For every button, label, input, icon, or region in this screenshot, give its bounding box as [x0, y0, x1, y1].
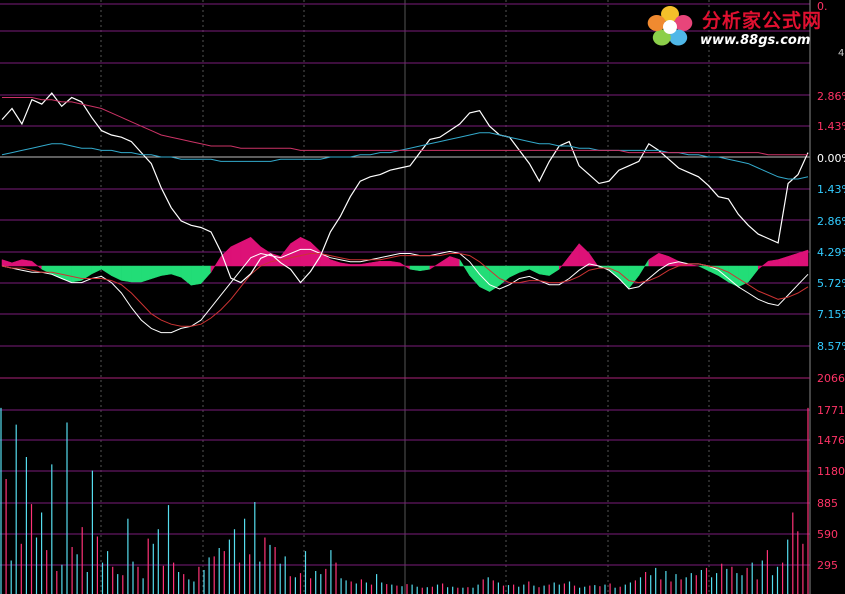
price-axis-label: 2.86%	[817, 90, 845, 103]
histogram-segment	[121, 265, 132, 283]
series-ma-line	[2, 97, 808, 156]
volume-panel	[0, 407, 809, 594]
volume-axis-label: 2066	[817, 372, 845, 385]
edge-mark: 4	[838, 48, 845, 59]
histogram-segment	[409, 265, 421, 272]
histogram-segment	[638, 258, 650, 277]
histogram-segment	[748, 265, 759, 283]
histogram-segment	[210, 255, 222, 274]
histogram-segment	[141, 265, 152, 283]
histogram-segment	[648, 252, 659, 267]
histogram-segment	[459, 258, 470, 277]
volume-axis-label: 1180	[817, 465, 845, 478]
histogram-segment	[151, 265, 162, 280]
histogram-segment	[369, 260, 381, 267]
histogram-segment	[389, 260, 401, 267]
volume-axis-label: 590	[817, 528, 838, 541]
histogram-segment	[11, 259, 23, 267]
histogram-segment	[379, 260, 391, 267]
logo-petal	[669, 29, 688, 46]
y-axis-labels: 0. 2.86% 1.43% 0.00% 1.43% 2.86% 4.29% 5.72% 7.1…	[817, 0, 845, 572]
histogram-segment	[91, 265, 102, 275]
histogram-segment	[688, 264, 699, 267]
histogram-segment	[359, 262, 371, 267]
histogram-segment	[728, 265, 739, 288]
histogram-segment	[200, 265, 212, 285]
histogram-segment	[539, 265, 550, 276]
logo-petal	[647, 15, 666, 31]
histogram-segment	[757, 260, 769, 270]
histogram-segment	[549, 265, 560, 277]
price-axis-label: 7.15%	[817, 308, 845, 321]
histogram-segment	[1, 259, 13, 267]
logo-name: 分析家公式网	[702, 10, 823, 32]
histogram-segment	[767, 259, 779, 267]
indicator-line2	[1, 253, 809, 327]
histogram-segment	[300, 236, 311, 267]
histogram-segment	[429, 262, 441, 270]
price-axis-label: 8.57%	[817, 340, 845, 353]
histogram-segment	[340, 262, 351, 267]
histogram-segment	[658, 252, 669, 267]
histogram-segment	[180, 265, 192, 286]
price-axis-label: 2.86%	[817, 215, 845, 228]
price-axis-label: 5.72%	[817, 277, 845, 290]
histogram-segment	[628, 265, 640, 290]
histogram-segment	[509, 265, 520, 278]
price-axis-label: 4.29%	[817, 246, 845, 259]
histogram-segment	[31, 260, 43, 270]
price-axis-label: 0.00%	[817, 152, 845, 165]
logo-petal	[661, 6, 679, 22]
volume-axis-label: 295	[817, 559, 838, 572]
histogram-segment	[558, 255, 570, 270]
histogram-segment	[111, 265, 122, 281]
histogram-segment	[618, 265, 630, 289]
volume-axis-label: 885	[817, 497, 838, 510]
histogram-segment	[131, 265, 142, 283]
histogram-segment	[439, 255, 451, 267]
histogram-segment	[101, 265, 112, 277]
histogram-segment	[330, 259, 341, 267]
price-panel	[1, 92, 809, 284]
logo-petal	[652, 29, 671, 46]
histogram-segment	[698, 265, 709, 272]
indicator-panel	[1, 236, 809, 334]
logo-url: www.88gs.com	[700, 33, 811, 48]
volume-axis-label: 1476	[817, 434, 845, 447]
histogram-segment	[529, 265, 540, 275]
histogram-segment	[170, 265, 182, 278]
histogram-segment	[21, 259, 33, 267]
histogram-segment	[787, 252, 799, 267]
histogram-segment	[469, 265, 480, 288]
histogram-segment	[797, 249, 809, 267]
site-logo[interactable]: 分析家公式网 www.88gs.com	[640, 2, 840, 52]
histogram-segment	[190, 265, 202, 286]
histogram-segment	[449, 256, 460, 267]
histogram-segment	[668, 256, 679, 267]
histogram-segment	[568, 242, 580, 267]
volume-axis-label: 1771	[817, 404, 845, 417]
flower-logo-icon	[647, 6, 693, 46]
price-axis-label: 1.43%	[817, 120, 845, 133]
series-price-line	[1, 92, 809, 284]
histogram-segment	[240, 236, 252, 267]
chart-grid	[0, 0, 811, 594]
histogram-segment	[419, 265, 431, 272]
histogram-segment	[350, 264, 361, 267]
histogram-segment	[280, 242, 291, 267]
histogram-segment	[519, 265, 530, 273]
histogram-segment	[578, 243, 590, 267]
histogram-segment	[230, 241, 242, 267]
price-axis-label: 0.	[817, 0, 828, 13]
histogram-segment	[160, 265, 172, 276]
indicator-line1	[1, 248, 809, 334]
price-axis-label: 1.43%	[817, 183, 845, 196]
histogram-segment	[777, 256, 789, 267]
histogram-segment	[71, 265, 82, 283]
logo-petal	[674, 15, 693, 31]
